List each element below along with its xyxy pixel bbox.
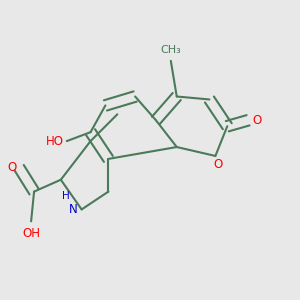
- Text: OH: OH: [22, 227, 40, 240]
- Text: CH₃: CH₃: [160, 45, 181, 55]
- Text: O: O: [7, 161, 16, 174]
- Text: N: N: [68, 203, 77, 216]
- Text: HO: HO: [46, 135, 64, 148]
- Text: H: H: [62, 190, 70, 200]
- Text: O: O: [253, 114, 262, 127]
- Text: O: O: [214, 158, 223, 171]
